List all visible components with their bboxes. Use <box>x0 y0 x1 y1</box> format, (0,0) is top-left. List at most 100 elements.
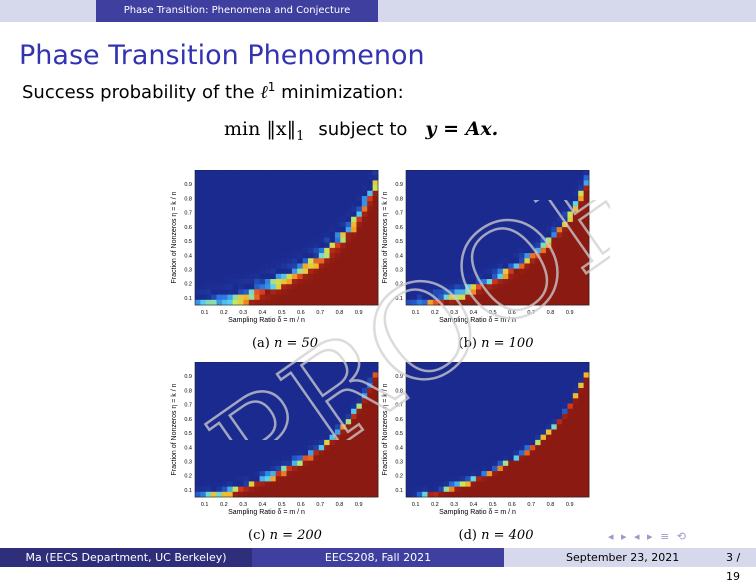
heatmap-cell <box>578 227 585 233</box>
heatmap-cell <box>248 445 255 451</box>
heatmap-cell <box>238 185 244 192</box>
heatmap-cell <box>567 460 574 467</box>
heatmap-cell <box>492 393 498 399</box>
heatmap-cell <box>356 455 363 462</box>
heatmap-cell <box>470 237 477 244</box>
heatmap-cell <box>567 382 574 389</box>
heatmap-cell <box>432 279 439 285</box>
heatmap-cell <box>254 206 260 212</box>
heatmap-cell <box>297 424 304 430</box>
heatmap-cell <box>195 413 201 420</box>
heatmap-cell <box>497 237 504 244</box>
heatmap-cell <box>551 408 558 415</box>
heatmap-cell <box>211 201 217 207</box>
heatmap-cell <box>578 232 585 238</box>
heatmap-cell <box>540 242 547 249</box>
heatmap-cell <box>297 242 304 249</box>
heatmap-cell <box>297 377 304 384</box>
heatmap-cell <box>529 393 536 399</box>
heatmap-cell <box>562 445 568 451</box>
heatmap-cell <box>583 299 590 306</box>
heatmap-cell <box>367 268 374 275</box>
heatmap-cell <box>221 481 228 488</box>
heatmap-cell <box>361 237 368 244</box>
heatmap-cell <box>351 253 357 259</box>
heatmap-cell <box>286 195 293 202</box>
heatmap-cell <box>216 372 223 378</box>
heatmap-cell <box>324 419 330 425</box>
heatmap-cell <box>302 398 309 404</box>
heatmap-cell <box>302 268 309 275</box>
heatmap-cell <box>449 180 455 186</box>
heatmap-cell <box>465 387 471 394</box>
heatmap-cell <box>535 294 541 301</box>
heatmap-cell <box>416 284 423 290</box>
heatmap-cell <box>318 195 325 202</box>
heatmap-cell <box>367 372 374 378</box>
heatmap-cell <box>351 237 357 244</box>
heatmap-cell <box>432 387 439 394</box>
heatmap-cell <box>519 221 525 228</box>
heatmap-cell <box>275 398 282 404</box>
heatmap-cell <box>497 476 504 482</box>
heatmap-cell <box>259 263 266 270</box>
heatmap-cell <box>475 185 482 192</box>
heatmap-cell <box>302 237 309 244</box>
heatmap-cell <box>356 273 363 280</box>
heatmap-cell <box>513 424 520 430</box>
heatmap-cell <box>216 439 223 446</box>
heatmap-cell <box>205 268 212 275</box>
heatmap-cell <box>211 481 217 488</box>
header-section[interactable]: Phase Transition: Phenomena and Conjectu… <box>96 0 378 22</box>
heatmap-cell <box>367 367 374 373</box>
heatmap-cell <box>200 398 207 404</box>
heatmap-cell <box>562 206 568 212</box>
heatmap-cell <box>572 268 579 275</box>
heatmap-cell <box>302 206 309 212</box>
heatmap-cell <box>232 434 239 441</box>
heatmap-cell <box>432 367 439 373</box>
heatmap-cell <box>372 299 379 306</box>
heatmap-cell <box>361 273 368 280</box>
heatmap-cell <box>211 429 217 436</box>
heatmap-cell <box>227 434 234 441</box>
y-tick-label: 0.2 <box>395 474 403 480</box>
heatmap-cell <box>318 190 325 197</box>
heatmap-cell <box>551 439 558 446</box>
heatmap-cell <box>486 408 493 415</box>
heatmap-cell <box>286 221 293 228</box>
heatmap-cell <box>508 237 515 244</box>
heatmap-cell <box>232 460 239 467</box>
heatmap-cell <box>583 450 590 456</box>
heatmap-cell <box>211 398 217 404</box>
heatmap-cell <box>361 372 368 378</box>
heatmap-cell <box>562 299 568 306</box>
heatmap-cell <box>475 372 482 378</box>
heatmap-cell <box>432 237 439 244</box>
heatmap-cell <box>313 476 320 482</box>
heatmap-cell <box>281 232 287 238</box>
y-axis-label: Fraction of Nonzeros η = k / n <box>171 383 178 475</box>
heatmap-cell <box>221 273 228 280</box>
heatmap-cell <box>264 445 271 451</box>
beamer-navigation[interactable]: ◂ ▸ ◂ ▸ ≡ ⟲ <box>608 530 689 543</box>
x-axis-label: Sampling Ratio δ = m / n <box>228 317 305 324</box>
heatmap-cell <box>486 382 493 389</box>
heatmap-cell <box>422 232 428 238</box>
heatmap-cell <box>221 279 228 285</box>
heatmap-cell <box>200 232 207 238</box>
heatmap-cell <box>216 398 223 404</box>
heatmap-cell <box>334 185 341 192</box>
heatmap-cell <box>427 450 434 456</box>
heatmap-cell <box>367 481 374 488</box>
heatmap-cell <box>475 362 482 368</box>
heatmap-cell <box>465 476 471 482</box>
heatmap-cell <box>583 445 590 451</box>
heatmap-cell <box>351 263 357 270</box>
heatmap-cell <box>302 284 309 290</box>
heatmap-cell <box>259 273 266 280</box>
heatmap-cell <box>443 429 450 436</box>
heatmap-cell <box>443 476 450 482</box>
heatmap-cell <box>281 398 287 404</box>
heatmap-cell <box>227 253 234 259</box>
